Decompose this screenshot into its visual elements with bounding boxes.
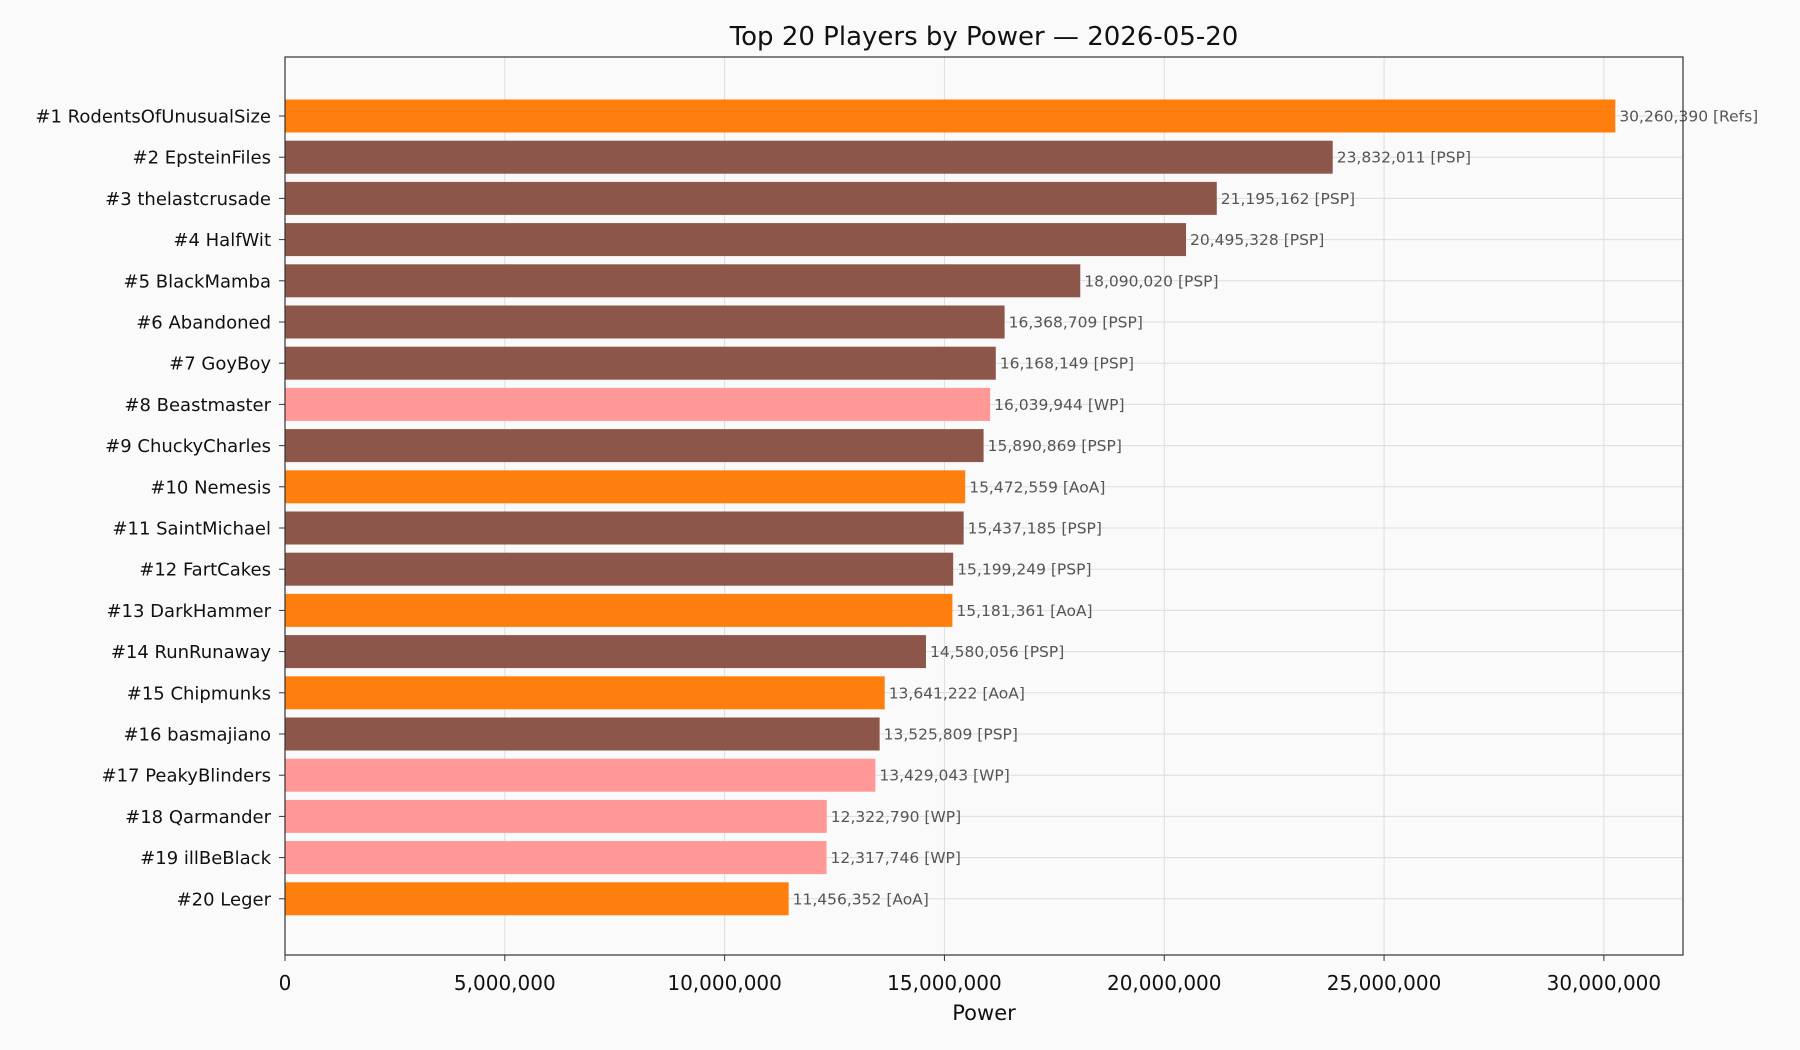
plot-frame <box>284 56 1684 956</box>
bar-value-label: 16,368,709 [PSP] <box>1009 314 1143 332</box>
bar-value-label: 15,890,869 [PSP] <box>988 437 1122 455</box>
y-tick-label: #19 illBeBlack <box>140 848 271 869</box>
bar <box>285 346 996 380</box>
x-tick-label: 10,000,000 <box>667 971 782 995</box>
bar <box>285 181 1217 215</box>
x-tick-label: 30,000,000 <box>1547 971 1662 995</box>
bar-value-label: 11,456,352 [AoA] <box>793 890 929 908</box>
chart-title: Top 20 Players by Power — 2026-05-20 <box>729 22 1239 52</box>
bar <box>285 552 954 586</box>
y-tick-label: #14 RunRunaway <box>111 642 272 663</box>
x-tick-label: 25,000,000 <box>1327 971 1442 995</box>
x-tick-label: 0 <box>279 971 292 995</box>
bar <box>285 429 984 463</box>
bar-value-label: 16,168,149 [PSP] <box>1000 355 1134 373</box>
bar <box>285 882 789 916</box>
bar-value-label: 13,641,222 [AoA] <box>889 684 1025 702</box>
y-axis-tick-labels: #1 RodentsOfUnusualSize #2 EpsteinFiles #3… <box>35 107 285 910</box>
y-tick-label: #16 basmajiano <box>123 725 271 746</box>
bar <box>285 676 885 710</box>
x-axis-tick-labels: 0 5,000,000 10,000,000 15,000,000 20,000,000… <box>279 955 1661 995</box>
y-tick-label: #17 PeakyBlinders <box>102 766 272 787</box>
y-tick-label: #13 DarkHammer <box>106 601 271 622</box>
bar <box>285 717 880 751</box>
bar-value-label: 13,429,043 [WP] <box>879 767 1009 785</box>
x-tick-label: 20,000,000 <box>1107 971 1222 995</box>
bar-value-label: 12,317,746 [WP] <box>831 849 961 867</box>
y-tick-label: #1 RodentsOfUnusualSize <box>35 107 271 128</box>
bar <box>285 140 1333 174</box>
y-tick-label: #7 GoyBoy <box>169 354 271 375</box>
bar <box>285 511 964 545</box>
bar-value-label: 16,039,944 [WP] <box>994 396 1124 414</box>
bar <box>285 264 1081 298</box>
y-tick-label: #6 Abandoned <box>136 313 271 334</box>
label-layer: 30,260,390 [Refs] 23,832,011 [PSP] 21,195,… <box>793 108 1759 909</box>
y-tick-label: #10 Nemesis <box>150 477 271 498</box>
y-tick-label: #18 Qarmander <box>125 807 271 828</box>
bar <box>285 470 966 504</box>
y-tick-label: #2 EpsteinFiles <box>133 148 271 169</box>
bar-value-label: 12,322,790 [WP] <box>831 808 961 826</box>
bar-value-label: 14,580,056 [PSP] <box>930 643 1064 661</box>
bar-value-label: 18,090,020 [PSP] <box>1084 272 1218 290</box>
y-tick-label: #9 ChuckyCharles <box>105 436 271 457</box>
y-tick-label: #12 FartCakes <box>139 560 271 581</box>
x-tick-label: 15,000,000 <box>887 971 1002 995</box>
bar <box>285 799 827 833</box>
y-tick-label: #5 BlackMamba <box>123 271 271 292</box>
bar <box>285 305 1005 339</box>
bar-value-label: 15,472,559 [AoA] <box>969 478 1105 496</box>
bar-value-label: 23,832,011 [PSP] <box>1337 149 1471 167</box>
bar-value-label: 15,437,185 [PSP] <box>968 520 1102 538</box>
bar <box>285 593 953 627</box>
bar <box>285 223 1187 257</box>
bar-value-label: 21,195,162 [PSP] <box>1221 190 1355 208</box>
bar <box>285 635 926 669</box>
bar-layer <box>285 99 1616 916</box>
bar <box>285 758 876 792</box>
y-tick-label: #8 Beastmaster <box>124 395 271 416</box>
y-tick-label: #20 Leger <box>177 889 272 910</box>
x-axis-title: Power <box>952 1001 1016 1025</box>
x-tick-label: 5,000,000 <box>454 971 556 995</box>
bar-value-label: 15,181,361 [AoA] <box>956 602 1092 620</box>
bar-value-label: 15,199,249 [PSP] <box>957 561 1091 579</box>
bar <box>285 99 1616 133</box>
y-tick-label: #11 SaintMichael <box>112 519 271 540</box>
bar-value-label: 20,495,328 [PSP] <box>1190 231 1324 249</box>
bar <box>285 387 991 421</box>
bar-value-label: 30,260,390 [Refs] <box>1619 108 1758 126</box>
bar-value-label: 13,525,809 [PSP] <box>884 726 1018 744</box>
y-tick-label: #3 thelastcrusade <box>105 189 271 210</box>
y-tick-label: #15 Chipmunks <box>127 683 271 704</box>
y-tick-label: #4 HalfWit <box>173 230 271 251</box>
bar <box>285 841 827 875</box>
